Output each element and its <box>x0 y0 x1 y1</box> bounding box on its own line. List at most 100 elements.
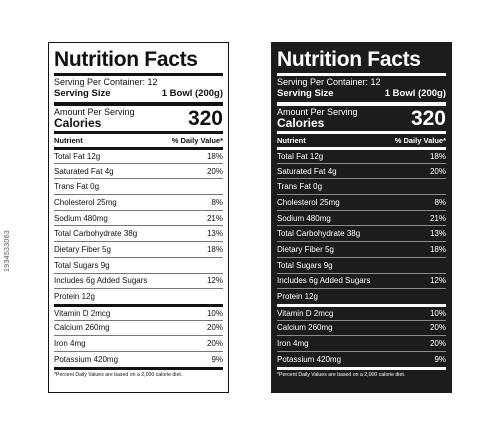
serving-size-value: 1 Bowl (200g) <box>384 88 446 99</box>
nutrient-dv: 8% <box>211 197 223 207</box>
divider <box>277 102 446 106</box>
divider <box>54 131 223 134</box>
nutrient-dv: 9% <box>211 354 223 364</box>
label-title: Nutrition Facts <box>54 48 198 71</box>
nutrient-dv: 20% <box>206 166 223 176</box>
nutrient-dv: 12% <box>206 276 223 286</box>
nutrient-name: Saturated Fat 4g <box>277 166 337 176</box>
nutrient-name: Saturated Fat 4g <box>54 166 114 176</box>
nutrient-row: Cholesterol 25mg 8% <box>54 194 223 210</box>
serving-size-row: Serving Size 1 Bowl (200g) <box>277 88 446 100</box>
nutrient-row: Cholesterol 25mg 8% <box>277 194 446 210</box>
nutrient-row: Dietary Fiber 5g 18% <box>277 241 446 257</box>
amount-per-serving: Amount Per Serving <box>54 107 135 117</box>
nutrient-dv: 13% <box>429 229 446 239</box>
serving-size-label: Serving Size <box>277 88 334 99</box>
nutrient-name: Calcium 260mg <box>277 323 333 333</box>
divider <box>277 73 446 76</box>
nutrient-name: Total Carbohydrate 38g <box>54 229 138 239</box>
divider <box>277 131 446 134</box>
nutrient-row: Iron 4mg 20% <box>54 335 223 351</box>
nutrient-row: Vitamin D 2mcg 10% <box>54 303 223 320</box>
nutrient-name: Total Carbohydrate 38g <box>277 229 361 239</box>
nutrient-row: Potassium 420mg 9% <box>277 350 446 367</box>
nutrient-row: Total Fat 12g 18% <box>277 147 446 163</box>
footnote: *Percent Daily Values are based on a 2,0… <box>277 366 446 380</box>
nutrient-name: Total Fat 12g <box>277 151 324 161</box>
nutrient-row: Vitamin D 2mcg 10% <box>277 303 446 320</box>
nutrient-name: Includes 6g Added Sugars <box>277 276 371 286</box>
nutrient-row: Sodium 480mg 21% <box>54 209 223 226</box>
nutrient-row: Protein 12g <box>277 288 446 304</box>
nutrient-dv: 18% <box>429 244 446 254</box>
divider <box>54 73 223 76</box>
nutrient-header: Nutrient <box>277 136 306 145</box>
nutrient-name: Iron 4mg <box>277 339 309 349</box>
nutrient-row: Trans Fat 0g <box>277 178 446 194</box>
nutrient-name: Sodium 480mg <box>54 213 108 223</box>
calories-label: Calories <box>277 116 325 130</box>
nutrient-dv: 20% <box>429 323 446 333</box>
nutrient-dv: 12% <box>429 276 446 286</box>
nutrition-label-dark: Nutrition Facts Serving Per Container: 1… <box>271 42 452 393</box>
nutrient-row: Iron 4mg 20% <box>277 335 446 351</box>
nutrient-row: Saturated Fat 4g 20% <box>277 162 446 179</box>
calories-row: Amount Per Serving Calories 320 <box>54 107 223 130</box>
nutrient-name: Sodium 480mg <box>277 213 331 223</box>
nutrient-dv: 9% <box>434 354 446 364</box>
nutrient-row: Total Sugars 9g <box>277 256 446 273</box>
nutrient-dv: 18% <box>206 151 223 161</box>
nutrient-dv: 21% <box>206 213 223 223</box>
nutrient-name: Cholesterol 25mg <box>54 197 117 207</box>
calories-value: 320 <box>410 107 446 130</box>
nutrient-row: Protein 12g <box>54 288 223 304</box>
daily-value-header: % Daily Value* <box>394 136 446 145</box>
nutrient-row: Calcium 260mg 20% <box>277 319 446 336</box>
nutrient-dv: 20% <box>206 339 223 349</box>
nutrient-dv: 20% <box>206 323 223 333</box>
footnote: *Percent Daily Values are based on a 2,0… <box>54 366 223 380</box>
serving-size-value: 1 Bowl (200g) <box>161 88 223 99</box>
nutrient-row: Potassium 420mg 9% <box>54 350 223 367</box>
nutrient-row: Calcium 260mg 20% <box>54 319 223 336</box>
nutrient-name: Trans Fat 0g <box>54 182 100 192</box>
nutrient-name: Potassium 420mg <box>54 354 119 364</box>
nutrient-name: Vitamin D 2mcg <box>277 308 334 318</box>
nutrient-dv: 20% <box>429 166 446 176</box>
image-credit-id: 1934533063 <box>4 230 11 272</box>
nutrient-header-row: Nutrient % Daily Value* <box>277 135 446 147</box>
daily-value-header: % Daily Value* <box>171 136 223 145</box>
nutrient-dv: 21% <box>429 213 446 223</box>
nutrient-dv: 20% <box>429 339 446 349</box>
nutrient-name: Cholesterol 25mg <box>277 197 340 207</box>
nutrient-row: Total Carbohydrate 38g 13% <box>277 225 446 241</box>
nutrient-dv: 8% <box>434 197 446 207</box>
serving-per-container: Serving Per Container: 12 <box>54 77 158 87</box>
nutrient-name: Total Fat 12g <box>54 151 101 161</box>
divider <box>54 102 223 106</box>
nutrient-name: Dietary Fiber 5g <box>54 244 111 254</box>
nutrient-row: Saturated Fat 4g 20% <box>54 162 223 179</box>
nutrient-name: Dietary Fiber 5g <box>277 244 334 254</box>
nutrient-name: Total Sugars 9g <box>277 260 333 270</box>
nutrient-name: Includes 6g Added Sugars <box>54 276 148 286</box>
nutrient-row: Dietary Fiber 5g 18% <box>54 241 223 257</box>
serving-per-container: Serving Per Container: 12 <box>277 77 381 87</box>
nutrient-name: Protein 12g <box>54 292 95 302</box>
calories-value: 320 <box>187 107 223 130</box>
nutrient-name: Total Sugars 9g <box>54 260 110 270</box>
serving-size-label: Serving Size <box>54 88 111 99</box>
nutrient-header: Nutrient <box>54 136 83 145</box>
nutrient-row: Total Sugars 9g <box>54 256 223 273</box>
nutrient-row: Includes 6g Added Sugars 12% <box>54 272 223 289</box>
nutrient-name: Trans Fat 0g <box>277 182 323 192</box>
nutrient-row: Trans Fat 0g <box>54 178 223 194</box>
nutrient-row: Includes 6g Added Sugars 12% <box>277 272 446 289</box>
label-title: Nutrition Facts <box>277 48 421 71</box>
serving-size-row: Serving Size 1 Bowl (200g) <box>54 88 223 100</box>
nutrition-label-light: Nutrition Facts Serving Per Container: 1… <box>48 42 229 393</box>
nutrient-dv: 10% <box>429 308 446 318</box>
nutrient-row: Total Carbohydrate 38g 13% <box>54 225 223 241</box>
nutrient-row: Sodium 480mg 21% <box>277 209 446 226</box>
amount-per-serving: Amount Per Serving <box>277 107 358 117</box>
